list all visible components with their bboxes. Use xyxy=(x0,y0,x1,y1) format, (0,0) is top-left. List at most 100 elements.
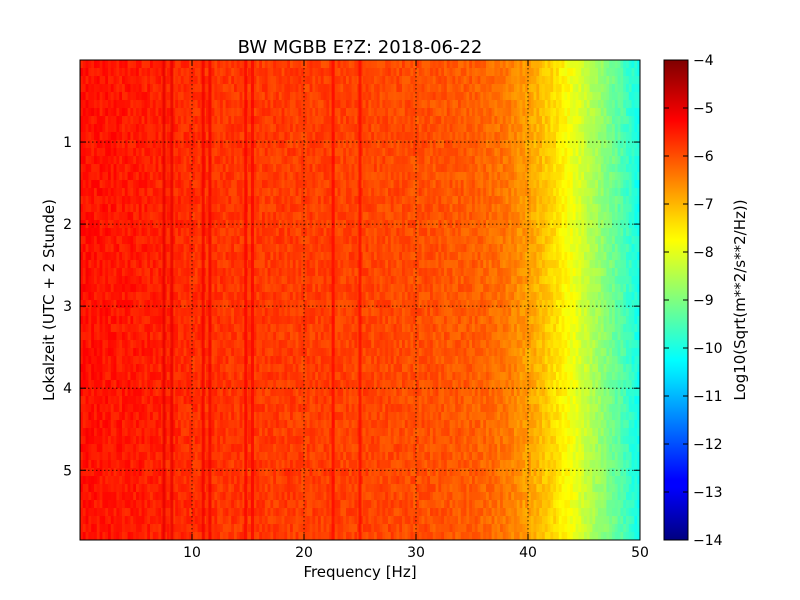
heatmap-cell xyxy=(178,508,182,517)
heatmap-cell xyxy=(110,124,115,133)
heatmap-cell xyxy=(130,532,134,540)
heatmap-cell xyxy=(239,492,243,501)
heatmap-cell xyxy=(276,60,280,69)
heatmap-cell xyxy=(119,172,123,181)
heatmap-cell xyxy=(94,212,98,221)
heatmap-cell xyxy=(236,476,241,485)
heatmap-cell xyxy=(304,452,308,461)
heatmap-cell xyxy=(304,252,308,261)
heatmap-cell xyxy=(211,356,215,365)
heatmap-cell xyxy=(306,244,311,253)
heatmap-cell xyxy=(284,460,288,469)
heatmap-cell xyxy=(94,332,98,341)
heatmap-cell xyxy=(248,268,252,277)
heatmap-cell xyxy=(236,124,241,133)
heatmap-cell xyxy=(211,444,215,453)
heatmap-cell xyxy=(85,180,89,189)
heatmap-cell xyxy=(211,460,215,469)
heatmap-cell xyxy=(225,372,229,381)
heatmap-cell xyxy=(180,316,185,325)
heatmap-cell xyxy=(127,444,131,453)
heatmap-cell xyxy=(220,140,224,149)
heatmap-cell xyxy=(180,76,185,85)
heatmap-cell xyxy=(197,332,201,341)
heatmap-cell xyxy=(183,316,187,325)
heatmap-cell xyxy=(192,100,196,109)
heatmap-cell xyxy=(172,108,176,117)
heatmap-cell xyxy=(248,68,252,77)
heatmap-cell xyxy=(172,524,176,533)
heatmap-cell xyxy=(295,412,299,421)
heatmap-cell xyxy=(82,204,87,213)
heatmap-cell xyxy=(194,196,199,205)
heatmap-cell xyxy=(295,516,299,525)
heatmap-cell xyxy=(273,508,277,517)
heatmap-cell xyxy=(236,492,241,501)
heatmap-cell xyxy=(189,444,193,453)
heatmap-cell xyxy=(248,484,252,493)
heatmap-cell xyxy=(222,212,227,221)
heatmap-cell xyxy=(228,180,232,189)
heatmap-cell xyxy=(144,292,148,301)
heatmap-cell xyxy=(152,508,157,517)
heatmap-cell xyxy=(298,468,302,477)
heatmap-cell xyxy=(122,292,126,301)
heatmap-cell xyxy=(242,132,246,141)
heatmap-cell xyxy=(284,468,288,477)
heatmap-cell xyxy=(178,436,182,445)
heatmap-cell xyxy=(141,148,145,157)
heatmap-cell xyxy=(211,196,215,205)
heatmap-cell xyxy=(172,76,176,85)
heatmap-cell xyxy=(136,412,140,421)
heatmap-cell xyxy=(122,84,126,93)
heatmap-cell xyxy=(116,84,120,93)
heatmap-cell xyxy=(192,436,196,445)
heatmap-cell xyxy=(203,356,207,365)
heatmap-cell xyxy=(80,532,84,540)
heatmap-cell xyxy=(82,444,87,453)
heatmap-cell xyxy=(166,116,171,125)
heatmap-cell xyxy=(186,364,190,373)
heatmap-cell xyxy=(116,148,120,157)
heatmap-cell xyxy=(183,124,187,133)
heatmap-cell xyxy=(133,444,137,453)
heatmap-cell xyxy=(222,76,227,85)
heatmap-cell xyxy=(206,420,210,429)
heatmap-cell xyxy=(96,308,101,317)
heatmap-cell xyxy=(180,404,185,413)
heatmap-cell xyxy=(119,388,123,397)
heatmap-cell xyxy=(220,292,224,301)
heatmap-cell xyxy=(231,84,235,93)
heatmap-cell xyxy=(136,380,140,389)
heatmap-cell xyxy=(138,100,143,109)
heatmap-cell xyxy=(292,396,297,405)
heatmap-cell xyxy=(88,172,92,181)
heatmap-cell xyxy=(147,428,151,437)
heatmap-cell xyxy=(206,468,210,477)
heatmap-cell xyxy=(110,444,115,453)
heatmap-cell xyxy=(166,388,171,397)
heatmap-cell xyxy=(133,460,137,469)
heatmap-cell xyxy=(225,164,229,173)
heatmap-cell xyxy=(136,468,140,477)
heatmap-cell xyxy=(214,108,218,117)
heatmap-cell xyxy=(306,68,311,77)
heatmap-cell xyxy=(225,516,229,525)
heatmap-cell xyxy=(203,348,207,357)
heatmap-cell xyxy=(236,484,241,493)
heatmap-cell xyxy=(225,500,229,509)
heatmap-cell xyxy=(113,196,117,205)
heatmap-cell xyxy=(222,316,227,325)
heatmap-cell xyxy=(130,68,134,77)
heatmap-cell xyxy=(276,356,280,365)
heatmap-cell xyxy=(211,276,215,285)
heatmap-cell xyxy=(110,476,115,485)
heatmap-cell xyxy=(189,172,193,181)
heatmap-cell xyxy=(164,444,168,453)
heatmap-cell xyxy=(116,140,120,149)
heatmap-cell xyxy=(287,348,291,357)
heatmap-cell xyxy=(180,116,185,125)
heatmap-cell xyxy=(91,468,95,477)
heatmap-cell xyxy=(172,140,176,149)
heatmap-cell xyxy=(122,100,126,109)
